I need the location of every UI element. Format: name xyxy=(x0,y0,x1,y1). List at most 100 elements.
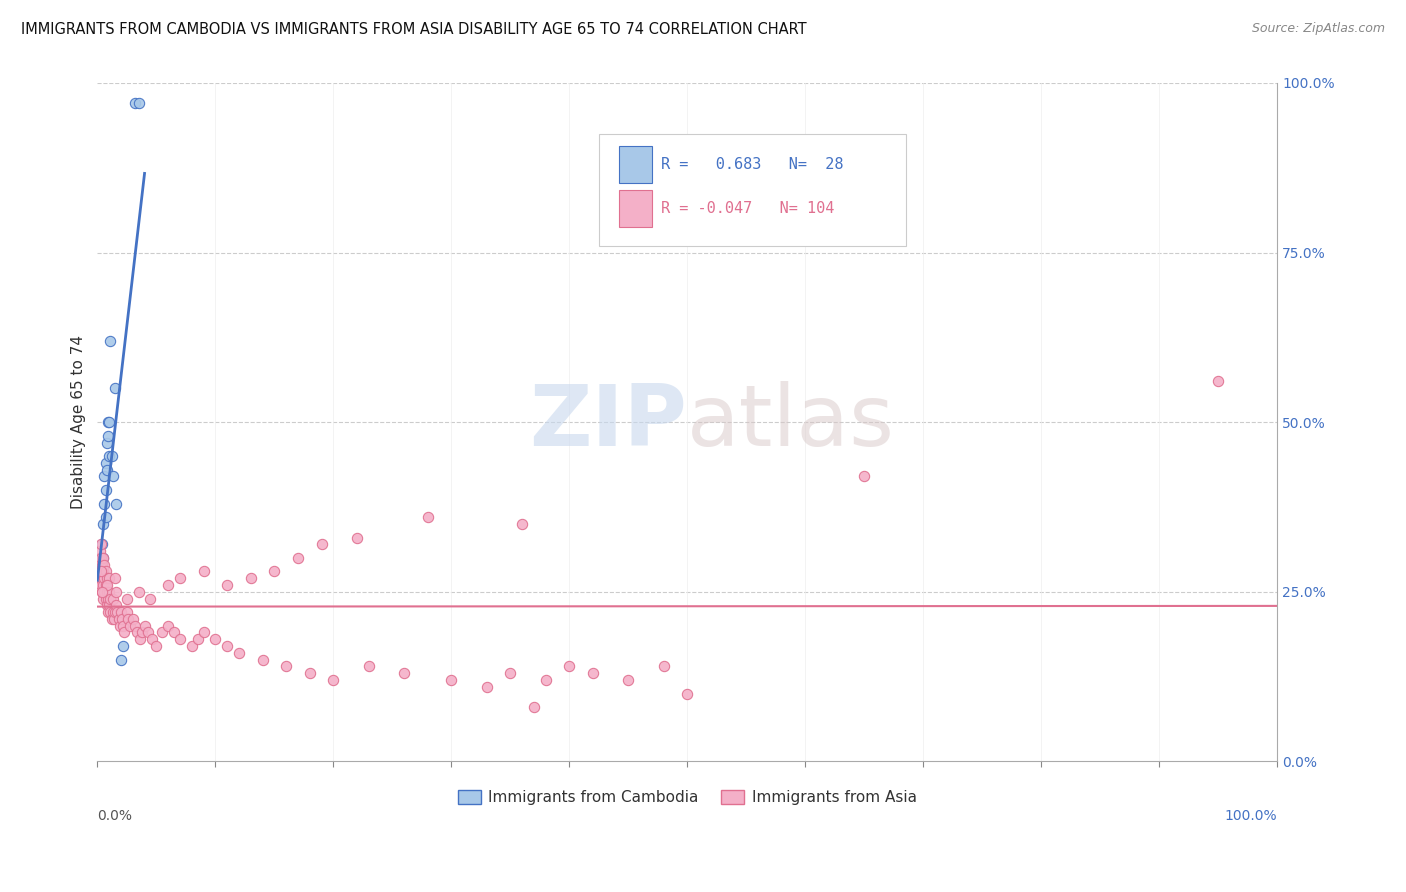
Point xyxy=(108,618,131,632)
Point xyxy=(124,96,146,111)
Point xyxy=(98,449,121,463)
Point xyxy=(93,558,115,572)
Point xyxy=(180,639,202,653)
Point xyxy=(89,571,111,585)
Point xyxy=(103,612,125,626)
Point xyxy=(187,632,209,647)
Point xyxy=(100,449,122,463)
Point xyxy=(115,591,138,606)
Point xyxy=(534,673,557,687)
Point xyxy=(150,625,173,640)
Point xyxy=(91,537,114,551)
Point xyxy=(94,591,117,606)
Point xyxy=(94,456,117,470)
Point xyxy=(110,652,132,666)
Point xyxy=(499,666,522,681)
Point xyxy=(98,584,121,599)
Y-axis label: Disability Age 65 to 74: Disability Age 65 to 74 xyxy=(72,335,86,509)
Point xyxy=(510,516,533,531)
Point xyxy=(96,571,118,585)
Point xyxy=(104,381,127,395)
Point xyxy=(101,591,124,606)
Point xyxy=(134,618,156,632)
Point xyxy=(475,680,498,694)
Point xyxy=(204,632,226,647)
Point xyxy=(97,415,120,429)
Point xyxy=(193,625,215,640)
Point xyxy=(228,646,250,660)
Point xyxy=(91,591,114,606)
Point xyxy=(114,625,136,640)
Point xyxy=(94,483,117,497)
Point xyxy=(91,565,114,579)
Point xyxy=(96,463,118,477)
Point xyxy=(346,531,368,545)
Point xyxy=(617,673,640,687)
Point xyxy=(110,605,132,619)
Text: atlas: atlas xyxy=(688,381,896,464)
Point xyxy=(93,469,115,483)
Point xyxy=(91,550,114,565)
Point xyxy=(217,578,239,592)
Point xyxy=(136,625,159,640)
Point xyxy=(128,584,150,599)
Point xyxy=(94,565,117,579)
Point xyxy=(276,659,298,673)
Text: 0.0%: 0.0% xyxy=(97,809,132,823)
Point xyxy=(98,334,121,348)
Point xyxy=(582,666,605,681)
Text: R = -0.047   N= 104: R = -0.047 N= 104 xyxy=(661,201,835,216)
Point xyxy=(91,558,114,572)
Point xyxy=(263,565,285,579)
Point xyxy=(98,591,121,606)
Point xyxy=(96,584,118,599)
Point xyxy=(93,497,115,511)
Point xyxy=(193,565,215,579)
Point xyxy=(111,612,134,626)
Point xyxy=(91,565,114,579)
Point xyxy=(115,605,138,619)
Point xyxy=(96,435,118,450)
Point xyxy=(157,618,180,632)
Point xyxy=(91,584,114,599)
Point xyxy=(90,565,112,579)
Point xyxy=(100,612,122,626)
Point xyxy=(90,565,112,579)
FancyBboxPatch shape xyxy=(599,134,905,246)
Point xyxy=(169,632,191,647)
Point xyxy=(97,428,120,442)
Point xyxy=(107,612,129,626)
Point xyxy=(98,599,121,613)
Point xyxy=(105,599,128,613)
Point xyxy=(121,612,143,626)
Point xyxy=(287,550,309,565)
Point xyxy=(91,571,114,585)
Point xyxy=(416,510,439,524)
Text: R =   0.683   N=  28: R = 0.683 N= 28 xyxy=(661,157,844,172)
Point xyxy=(120,618,142,632)
Point xyxy=(252,652,274,666)
Point xyxy=(91,550,114,565)
Point xyxy=(141,632,163,647)
Point xyxy=(97,605,120,619)
Point xyxy=(90,571,112,585)
Point xyxy=(112,618,135,632)
Point xyxy=(90,550,112,565)
Point xyxy=(163,625,186,640)
Point xyxy=(101,469,124,483)
Text: IMMIGRANTS FROM CAMBODIA VS IMMIGRANTS FROM ASIA DISABILITY AGE 65 TO 74 CORRELA: IMMIGRANTS FROM CAMBODIA VS IMMIGRANTS F… xyxy=(21,22,807,37)
Text: Source: ZipAtlas.com: Source: ZipAtlas.com xyxy=(1251,22,1385,36)
Point xyxy=(97,591,120,606)
Text: ZIP: ZIP xyxy=(530,381,688,464)
FancyBboxPatch shape xyxy=(619,145,652,183)
Point xyxy=(90,550,112,565)
Legend: Immigrants from Cambodia, Immigrants from Asia: Immigrants from Cambodia, Immigrants fro… xyxy=(451,784,924,812)
Point xyxy=(91,584,114,599)
Point xyxy=(139,591,162,606)
Text: 100.0%: 100.0% xyxy=(1225,809,1277,823)
Point xyxy=(87,565,110,579)
Point xyxy=(676,687,699,701)
Point xyxy=(94,510,117,524)
Point xyxy=(357,659,380,673)
Point xyxy=(112,639,135,653)
